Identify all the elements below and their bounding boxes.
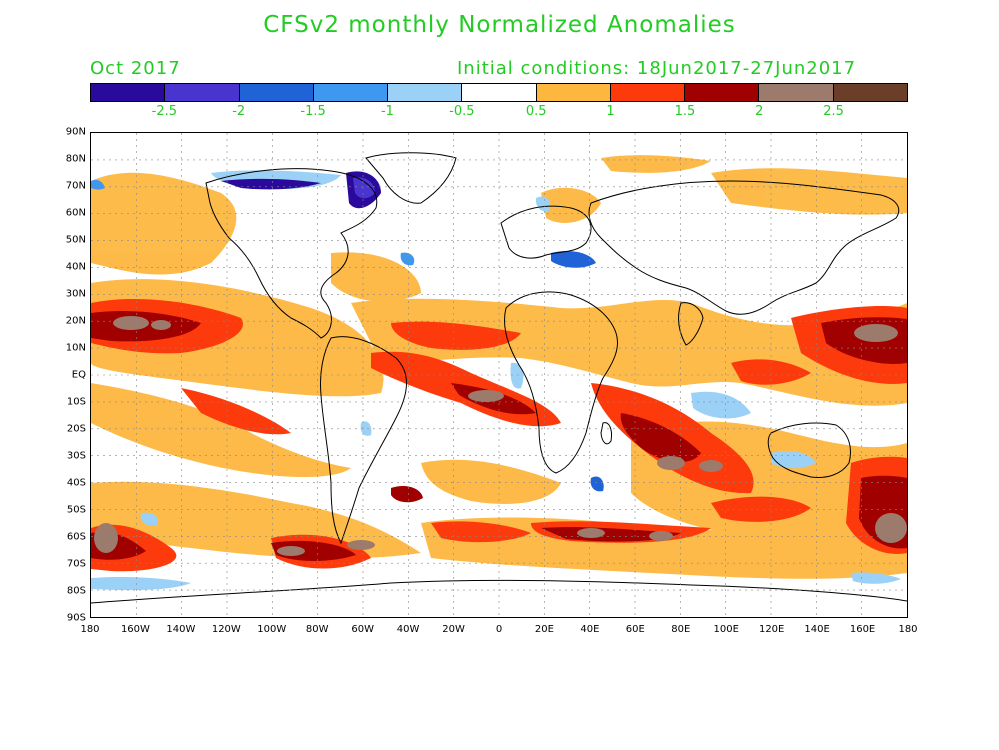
latitude-label: 70N [65, 180, 86, 192]
anomaly-light-orange [91, 155, 907, 579]
colorbar-segment [91, 84, 166, 101]
latitude-label: 10N [65, 342, 86, 354]
longitude-label: 140W [166, 624, 196, 635]
longitude-label: 20E [534, 624, 554, 635]
colorbar-tick-label: -2.5 [151, 104, 178, 119]
colorbar-segment [165, 84, 240, 101]
latitude-label: 80N [65, 153, 86, 165]
colorbar-segment [536, 84, 611, 101]
latitude-label: 50N [65, 234, 86, 246]
colorbar-tick-label: 2.5 [823, 104, 844, 119]
latitude-label: 20S [66, 423, 86, 435]
longitude-label: 80E [671, 624, 691, 635]
colorbar-segment [685, 84, 760, 101]
longitude-label: 180 [80, 624, 100, 635]
longitude-label: 160W [120, 624, 150, 635]
colorbar-tick-label: -1 [380, 104, 394, 119]
latitude-label: 10S [66, 396, 86, 408]
longitude-label: 120E [758, 624, 785, 635]
colorbar-tick-label: -2 [232, 104, 246, 119]
anomaly-brown [94, 316, 907, 556]
latitude-label: 40S [66, 477, 86, 489]
forecast-month: Oct 2017 [90, 58, 181, 79]
latitude-label: 60S [66, 531, 86, 543]
colorbar-tick-label: -1.5 [300, 104, 326, 119]
coastlines [91, 152, 907, 604]
anomaly-blue [91, 170, 901, 591]
latitude-label: 30N [65, 288, 86, 300]
latitude-label: 90N [65, 126, 86, 138]
longitude-label: 100W [257, 624, 287, 635]
colorbar-tick-label: 2 [755, 104, 764, 119]
latitude-label: 80S [66, 585, 86, 597]
colorbar-tick-label: 0.5 [525, 104, 547, 119]
colorbar-tick-label: 1 [606, 104, 615, 119]
latitude-label: 30S [66, 450, 86, 462]
latitude-label: 70S [66, 558, 86, 570]
longitude-label: 20W [442, 624, 465, 635]
latitude-label: 90S [66, 612, 86, 624]
longitude-label: 120W [211, 624, 241, 635]
latitude-label: 50S [66, 504, 86, 516]
longitude-label: 180 [898, 624, 918, 635]
anomaly-map [90, 132, 908, 618]
latitude-label: EQ [71, 369, 86, 381]
longitude-label: 0 [495, 624, 503, 635]
longitude-label: 80W [305, 624, 329, 635]
latitude-label: 40N [65, 261, 86, 273]
colorbar-segment [610, 84, 686, 101]
colorbar-tick-label: 1.5 [674, 104, 696, 119]
colorbar [90, 83, 908, 102]
longitude-label: 40W [396, 624, 420, 635]
longitude-label: 100E [713, 624, 739, 635]
colorbar-tick-label: -0.5 [449, 104, 475, 119]
gridlines [91, 133, 907, 617]
colorbar-segment [239, 84, 314, 101]
map-svg [91, 133, 907, 617]
page-title: CFSv2 monthly Normalized Anomalies [263, 12, 736, 38]
latitude-label: 20N [65, 315, 86, 327]
initial-conditions: Initial conditions: 18Jun2017-27Jun2017 [457, 58, 857, 79]
colorbar-segment [313, 84, 389, 101]
colorbar-segment [759, 84, 834, 101]
latitude-label: 60N [65, 207, 86, 219]
longitude-label: 160E [849, 624, 876, 635]
longitude-label: 40E [580, 624, 600, 635]
colorbar-segment [462, 84, 537, 101]
colorbar-segment [833, 84, 907, 101]
longitude-label: 140E [804, 624, 830, 635]
longitude-label: 60W [351, 624, 374, 635]
colorbar-segment [388, 84, 463, 101]
longitude-label: 60E [625, 624, 645, 635]
